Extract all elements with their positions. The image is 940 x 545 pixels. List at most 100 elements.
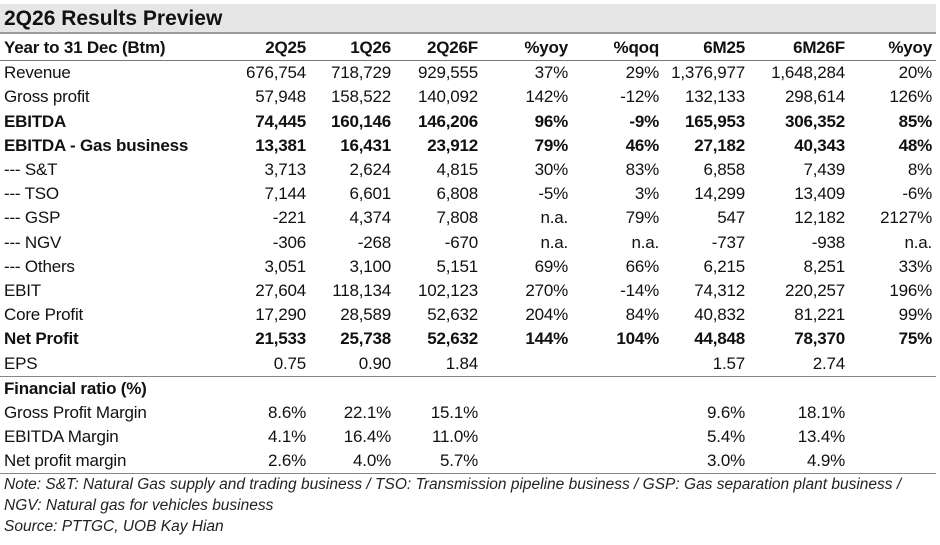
table-cell: [572, 401, 663, 425]
table-row: --- S&T 3,713 2,624 4,815 30% 83% 6,858 7,439 8%: [0, 158, 936, 182]
table-cell: 3%: [634, 184, 659, 204]
table-cell: 57,948: [255, 87, 306, 107]
table-cell: 7,808: [436, 208, 478, 228]
row-label: Net Profit: [4, 329, 79, 349]
table-row: EBITDA Margin 4.1% 16.4% 11.0% 5.4% 13.4%: [0, 425, 936, 449]
row-label: Core Profit: [4, 305, 84, 325]
table-row: --- TSO 7,144 6,601 6,808 -5% 3% 14,299 13,409 -…: [0, 182, 936, 206]
table-cell: -14%: [620, 280, 659, 300]
table-cell: -9%: [629, 111, 659, 131]
table-cell: 1.57: [663, 351, 749, 377]
table-cell: 99%: [898, 305, 933, 325]
table-cell: 204%: [525, 305, 568, 325]
table-cell: 1,648,284: [771, 63, 845, 83]
table-cell: 85%: [898, 111, 933, 131]
table-header-row: Year to 31 Dec (Btm) 2Q25 1Q26 2Q26F %yo…: [0, 36, 936, 62]
table-cell: 144%: [525, 329, 568, 349]
table-cell: 4,815: [436, 160, 478, 180]
table-cell: 2,624: [349, 160, 391, 180]
table-row: Gross Profit Margin 8.6% 22.1% 15.1% 9.6% 18.…: [0, 401, 936, 425]
table-cell: [572, 449, 663, 475]
table-cell: -670: [444, 232, 478, 252]
table-cell: 52,632: [427, 305, 478, 325]
table-notes: Note: S&T: Natural Gas supply and tradin…: [4, 474, 934, 537]
table-cell: 9.6%: [707, 402, 745, 422]
table-cell: 8.6%: [268, 402, 306, 422]
table-cell: 74,312: [694, 280, 745, 300]
header-cell: %yoy: [849, 36, 936, 62]
row-label: EBITDA: [4, 111, 67, 131]
table-cell: 96%: [534, 111, 569, 131]
table-cell: 298,614: [784, 87, 845, 107]
table-cell: 142%: [525, 87, 568, 107]
row-label: Gross Profit Margin: [4, 402, 147, 422]
table-cell: 6,858: [703, 160, 745, 180]
header-cell: 6M26F: [749, 36, 849, 62]
table-cell: [572, 425, 663, 449]
table-cell: 676,754: [245, 63, 306, 83]
table-cell: 52,632: [427, 329, 478, 349]
table-cell: 6,808: [436, 184, 478, 204]
table-cell: [482, 401, 572, 425]
header-cell: %qoq: [572, 36, 663, 62]
row-label: EBITDA - Gas business: [4, 135, 189, 155]
table-cell: 5.7%: [395, 449, 482, 475]
table-cell: 14,299: [694, 184, 745, 204]
table-cell: -306: [272, 232, 306, 252]
table-cell: 7,439: [803, 160, 845, 180]
table-cell: 33%: [898, 256, 933, 276]
table-cell: 104%: [616, 329, 659, 349]
table-row: EBITDA 74,445 160,146 146,206 96% -9% 165,953 3…: [0, 110, 936, 134]
table-cell: 12,182: [794, 208, 845, 228]
table-cell: 29%: [625, 63, 660, 83]
table-cell: 17,290: [255, 305, 306, 325]
table-cell: 929,555: [417, 63, 478, 83]
table-cell: 4.0%: [310, 449, 395, 475]
table-cell: 8%: [907, 160, 932, 180]
table-cell: n.a.: [540, 232, 568, 252]
table-cell: 0.75: [232, 351, 310, 377]
table-cell: 3,100: [349, 256, 391, 276]
table-cell: 75%: [898, 329, 933, 349]
table-cell: -268: [357, 232, 391, 252]
table-cell: -5%: [538, 184, 568, 204]
table-cell: 13,409: [794, 184, 845, 204]
table-cell: [482, 351, 572, 377]
table-cell: [482, 425, 572, 449]
row-label: --- Others: [4, 256, 75, 276]
table-body: Revenue 676,754 718,729 929,555 37% 29% 1,376,…: [0, 61, 936, 475]
table-cell: 46%: [625, 135, 660, 155]
table-cell: 37%: [534, 63, 569, 83]
row-label: EPS: [0, 351, 232, 377]
table-cell: 0.90: [310, 351, 395, 377]
table-cell: 3.0%: [663, 449, 749, 475]
table-cell: 79%: [625, 208, 660, 228]
table-cell: 44,848: [694, 329, 745, 349]
row-label: --- GSP: [4, 208, 61, 228]
header-cell: 1Q26: [310, 36, 395, 62]
table-cell: 79%: [534, 135, 569, 155]
table-cell: 40,343: [794, 135, 845, 155]
table-row: Net Profit 21,533 25,738 52,632 144% 104% 44,8…: [0, 327, 936, 351]
table-cell: 102,123: [417, 280, 478, 300]
table-cell: 23,912: [427, 135, 478, 155]
table-cell: 4.9%: [749, 449, 849, 475]
table-cell: [572, 351, 663, 377]
table-cell: n.a.: [631, 232, 659, 252]
table-cell: 18.1%: [797, 402, 845, 422]
table-cell: 40,832: [694, 305, 745, 325]
table-cell: 8,251: [803, 256, 845, 276]
table-cell: 132,133: [684, 87, 745, 107]
table-cell: 158,522: [330, 87, 391, 107]
table-cell: 21,533: [255, 329, 306, 349]
header-cell: 2Q25: [232, 36, 310, 62]
table-cell: 48%: [898, 135, 933, 155]
note-line-1: Note: S&T: Natural Gas supply and tradin…: [4, 476, 902, 493]
table-cell: 16.4%: [343, 427, 391, 447]
table-cell: 74,445: [255, 111, 306, 131]
table-cell: 27,182: [694, 135, 745, 155]
table-cell: 15.1%: [430, 402, 478, 422]
row-label: Gross profit: [4, 87, 90, 107]
table-cell: -12%: [620, 87, 659, 107]
table-cell: [849, 401, 936, 425]
